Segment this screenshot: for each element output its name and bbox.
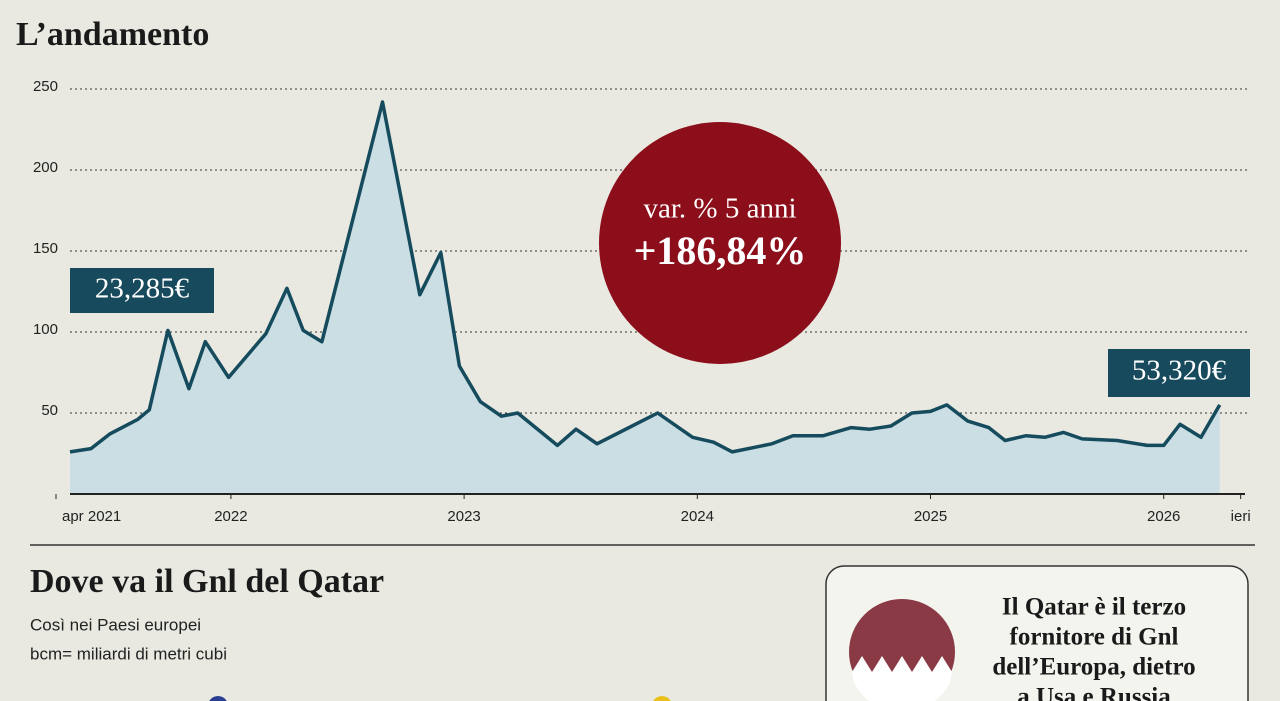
area bbox=[69, 102, 1220, 494]
line bbox=[69, 100, 1222, 454]
annotation-box bbox=[1108, 349, 1250, 397]
x-tick-label: 2024 bbox=[681, 508, 714, 525]
y-tick-label: 100 bbox=[33, 321, 58, 338]
annotation: 23,285€ bbox=[95, 273, 190, 305]
chart-title: L’andamento bbox=[16, 16, 209, 53]
section-subtitle: bcm= miliardi di metri cubi bbox=[30, 644, 227, 663]
x-tick-label: 2022 bbox=[214, 508, 247, 525]
callout-text: fornitore di Gnl bbox=[1010, 624, 1179, 651]
x-tick-label: 2026 bbox=[1147, 508, 1180, 525]
annotation: var. % 5 anni bbox=[643, 193, 796, 225]
change-badge bbox=[599, 122, 841, 364]
annotation-box bbox=[70, 268, 214, 313]
x-tick-label: 2023 bbox=[447, 508, 480, 525]
flag-icon bbox=[653, 696, 671, 701]
callout-text: dell’Europa, dietro bbox=[992, 654, 1195, 681]
x-tick-label: 2025 bbox=[914, 508, 947, 525]
y-tick-label: 250 bbox=[33, 78, 58, 95]
y-tick-label: 200 bbox=[33, 159, 58, 176]
x-tick-label: apr 2021 bbox=[62, 508, 121, 525]
x-tick-label: ieri bbox=[1231, 508, 1251, 525]
section-subtitle: Così nei Paesi europei bbox=[30, 615, 201, 634]
annotation: 53,320€ bbox=[1132, 355, 1227, 387]
callout-text: a Usa e Russia bbox=[1017, 684, 1171, 701]
callout-text: Il Qatar è il terzo bbox=[1002, 594, 1186, 621]
y-tick-label: 50 bbox=[41, 402, 58, 419]
qatar-flag-band bbox=[852, 656, 952, 701]
annotation: +186,84% bbox=[634, 228, 807, 273]
flag-icon bbox=[209, 696, 227, 701]
y-tick-label: 150 bbox=[33, 240, 58, 257]
section-title: Dove va il Gnl del Qatar bbox=[30, 563, 384, 600]
